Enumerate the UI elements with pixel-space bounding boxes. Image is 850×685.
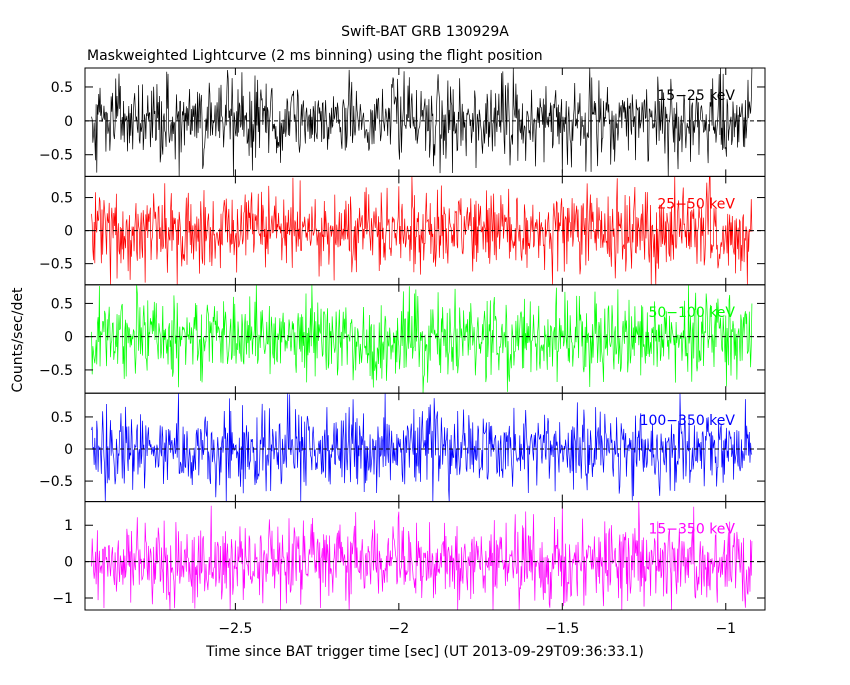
- y-axis-label: Counts/sec/det: [10, 287, 26, 392]
- chart-subtitle: Maskweighted Lightcurve (2 ms binning) u…: [87, 48, 543, 64]
- series-line-1: [91, 176, 753, 285]
- series-line-3: [91, 393, 753, 502]
- y-tick-label-0-1: 0: [64, 114, 73, 130]
- panel-frame-4: [84, 501, 766, 611]
- series-line-4: [91, 501, 753, 611]
- band-label-1: 25−50 keV: [657, 196, 735, 212]
- y-tick-label-3-0: −0.5: [39, 474, 73, 490]
- x-tick-label-1: −2: [389, 621, 410, 637]
- x-axis-label: Time since BAT trigger time [sec] (UT 20…: [205, 644, 644, 660]
- y-tick-label-0-2: 0.5: [51, 80, 73, 96]
- x-tick-label-2: −1.5: [545, 621, 579, 637]
- y-tick-label-1-1: 0: [64, 224, 73, 240]
- y-tick-label-2-1: 0: [64, 330, 73, 346]
- band-label-0: 15−25 keV: [657, 88, 735, 104]
- x-tick-label-0: −2.5: [218, 621, 252, 637]
- y-tick-label-3-1: 0: [64, 442, 73, 458]
- x-tick-label-3: −1: [715, 621, 736, 637]
- series-line-2: [91, 284, 753, 394]
- y-tick-label-3-2: 0.5: [51, 410, 73, 426]
- y-tick-label-0-0: −0.5: [39, 148, 73, 164]
- band-label-3: 100−350 keV: [640, 413, 736, 429]
- y-tick-label-2-2: 0.5: [51, 296, 73, 312]
- panels-group: −0.5 0 0.5 15−25 keV −0.5 0 0.5 25−50 keV −0.5 0 0…: [39, 67, 766, 637]
- series-line-0: [91, 67, 753, 177]
- y-tick-label-1-0: −0.5: [39, 257, 73, 273]
- band-label-2: 50−100 keV: [648, 305, 735, 321]
- chart-title: Swift-BAT GRB 130929A: [341, 24, 509, 40]
- y-tick-label-2-0: −0.5: [39, 363, 73, 379]
- y-tick-label-4-1: 0: [64, 555, 73, 571]
- band-label-4: 15−350 keV: [648, 522, 735, 538]
- y-tick-label-1-2: 0.5: [51, 191, 73, 207]
- y-tick-label-4-0: −1: [52, 591, 73, 607]
- y-tick-label-4-2: 1: [64, 518, 73, 534]
